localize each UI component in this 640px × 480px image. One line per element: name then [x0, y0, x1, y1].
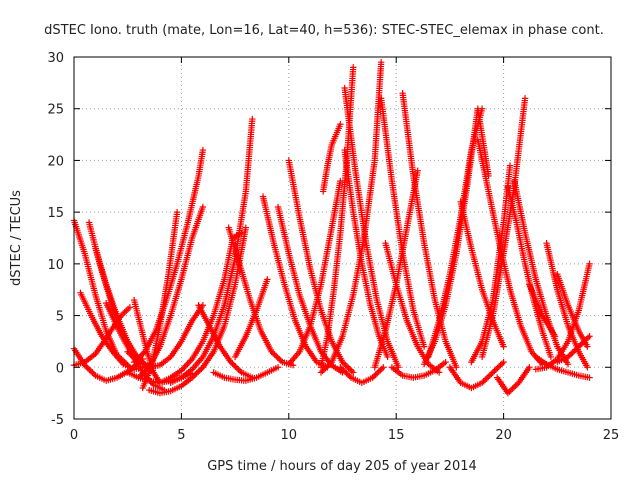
- data-point: [274, 364, 282, 371]
- data-point: [551, 333, 559, 340]
- data-point: [384, 353, 391, 361]
- series-45: [526, 281, 559, 340]
- y-tick-label: 0: [56, 361, 64, 376]
- data-point: [584, 343, 591, 350]
- series-19: [231, 276, 271, 361]
- data-point: [564, 360, 572, 368]
- data-point: [350, 369, 357, 376]
- series-23: [285, 177, 344, 368]
- data-point: [478, 105, 486, 112]
- data-point: [435, 369, 443, 376]
- data-point: [586, 260, 593, 268]
- x-tick-label: 5: [177, 428, 185, 443]
- chart-title: dSTEC Iono. truth (mate, Lon=16, Lat=40,…: [44, 23, 604, 38]
- data-point: [199, 146, 207, 154]
- y-axis-ticks: -5 0 5 10 15 20 25 30: [47, 51, 611, 428]
- data-point: [173, 208, 181, 216]
- series-26: [319, 121, 344, 195]
- y-tick-label: 30: [47, 51, 64, 66]
- data-point: [199, 203, 207, 211]
- data-point: [289, 362, 297, 369]
- x-tick-label: 25: [603, 428, 620, 443]
- data-point: [126, 304, 134, 311]
- plot-frame: [73, 56, 612, 420]
- x-tick-label: 10: [281, 428, 298, 443]
- series-33: [371, 167, 421, 371]
- y-tick-label: 25: [47, 103, 64, 118]
- data-point: [526, 364, 533, 371]
- data-point: [264, 276, 271, 283]
- y-tick-label: 5: [56, 310, 64, 325]
- data-point: [420, 343, 428, 350]
- series-37: [446, 358, 507, 392]
- y-tick-label: 20: [47, 154, 64, 169]
- data-point: [380, 364, 387, 371]
- data-point: [584, 364, 591, 371]
- x-tick-label: 15: [388, 428, 405, 443]
- y-tick-label: 10: [47, 258, 64, 273]
- data-point: [442, 358, 449, 366]
- series-44: [511, 177, 572, 368]
- data-point: [249, 115, 256, 123]
- data-point: [242, 224, 250, 231]
- data-point: [395, 364, 402, 371]
- series-27: [341, 84, 402, 371]
- data-point: [506, 162, 514, 169]
- series-32: [399, 90, 460, 371]
- data-point: [377, 58, 385, 66]
- y-axis-label: dSTEC / TECUs: [9, 190, 24, 286]
- data-point: [547, 353, 555, 361]
- data-point: [521, 95, 529, 102]
- data-point: [337, 121, 344, 128]
- data-point: [586, 374, 593, 381]
- x-tick-label: 0: [70, 428, 78, 443]
- series-34: [388, 358, 449, 381]
- data-point: [586, 333, 593, 340]
- data-point: [350, 64, 357, 71]
- series-15: [195, 302, 256, 381]
- y-tick-label: 15: [47, 206, 64, 221]
- series-20: [259, 193, 331, 371]
- x-tick-label: 20: [495, 428, 512, 443]
- series-43: [493, 364, 533, 397]
- data-point: [500, 343, 507, 350]
- data-point: [337, 177, 344, 185]
- series-49: [532, 353, 593, 381]
- series-13: [145, 224, 250, 397]
- data-point: [453, 364, 460, 371]
- series-5: [70, 304, 134, 369]
- series-12: [130, 296, 164, 386]
- series-29: [337, 364, 387, 386]
- x-axis-label: GPS time / hours of day 205 of year 2014: [207, 459, 477, 474]
- data-point: [414, 167, 421, 174]
- x-axis-ticks: 0 5 10 15 20 25: [70, 57, 619, 443]
- data-point: [500, 358, 507, 366]
- series-50: [554, 333, 593, 366]
- series-18: [210, 364, 282, 384]
- data-point: [238, 229, 245, 237]
- data-series: [70, 58, 593, 397]
- y-tick-label: -5: [51, 413, 64, 428]
